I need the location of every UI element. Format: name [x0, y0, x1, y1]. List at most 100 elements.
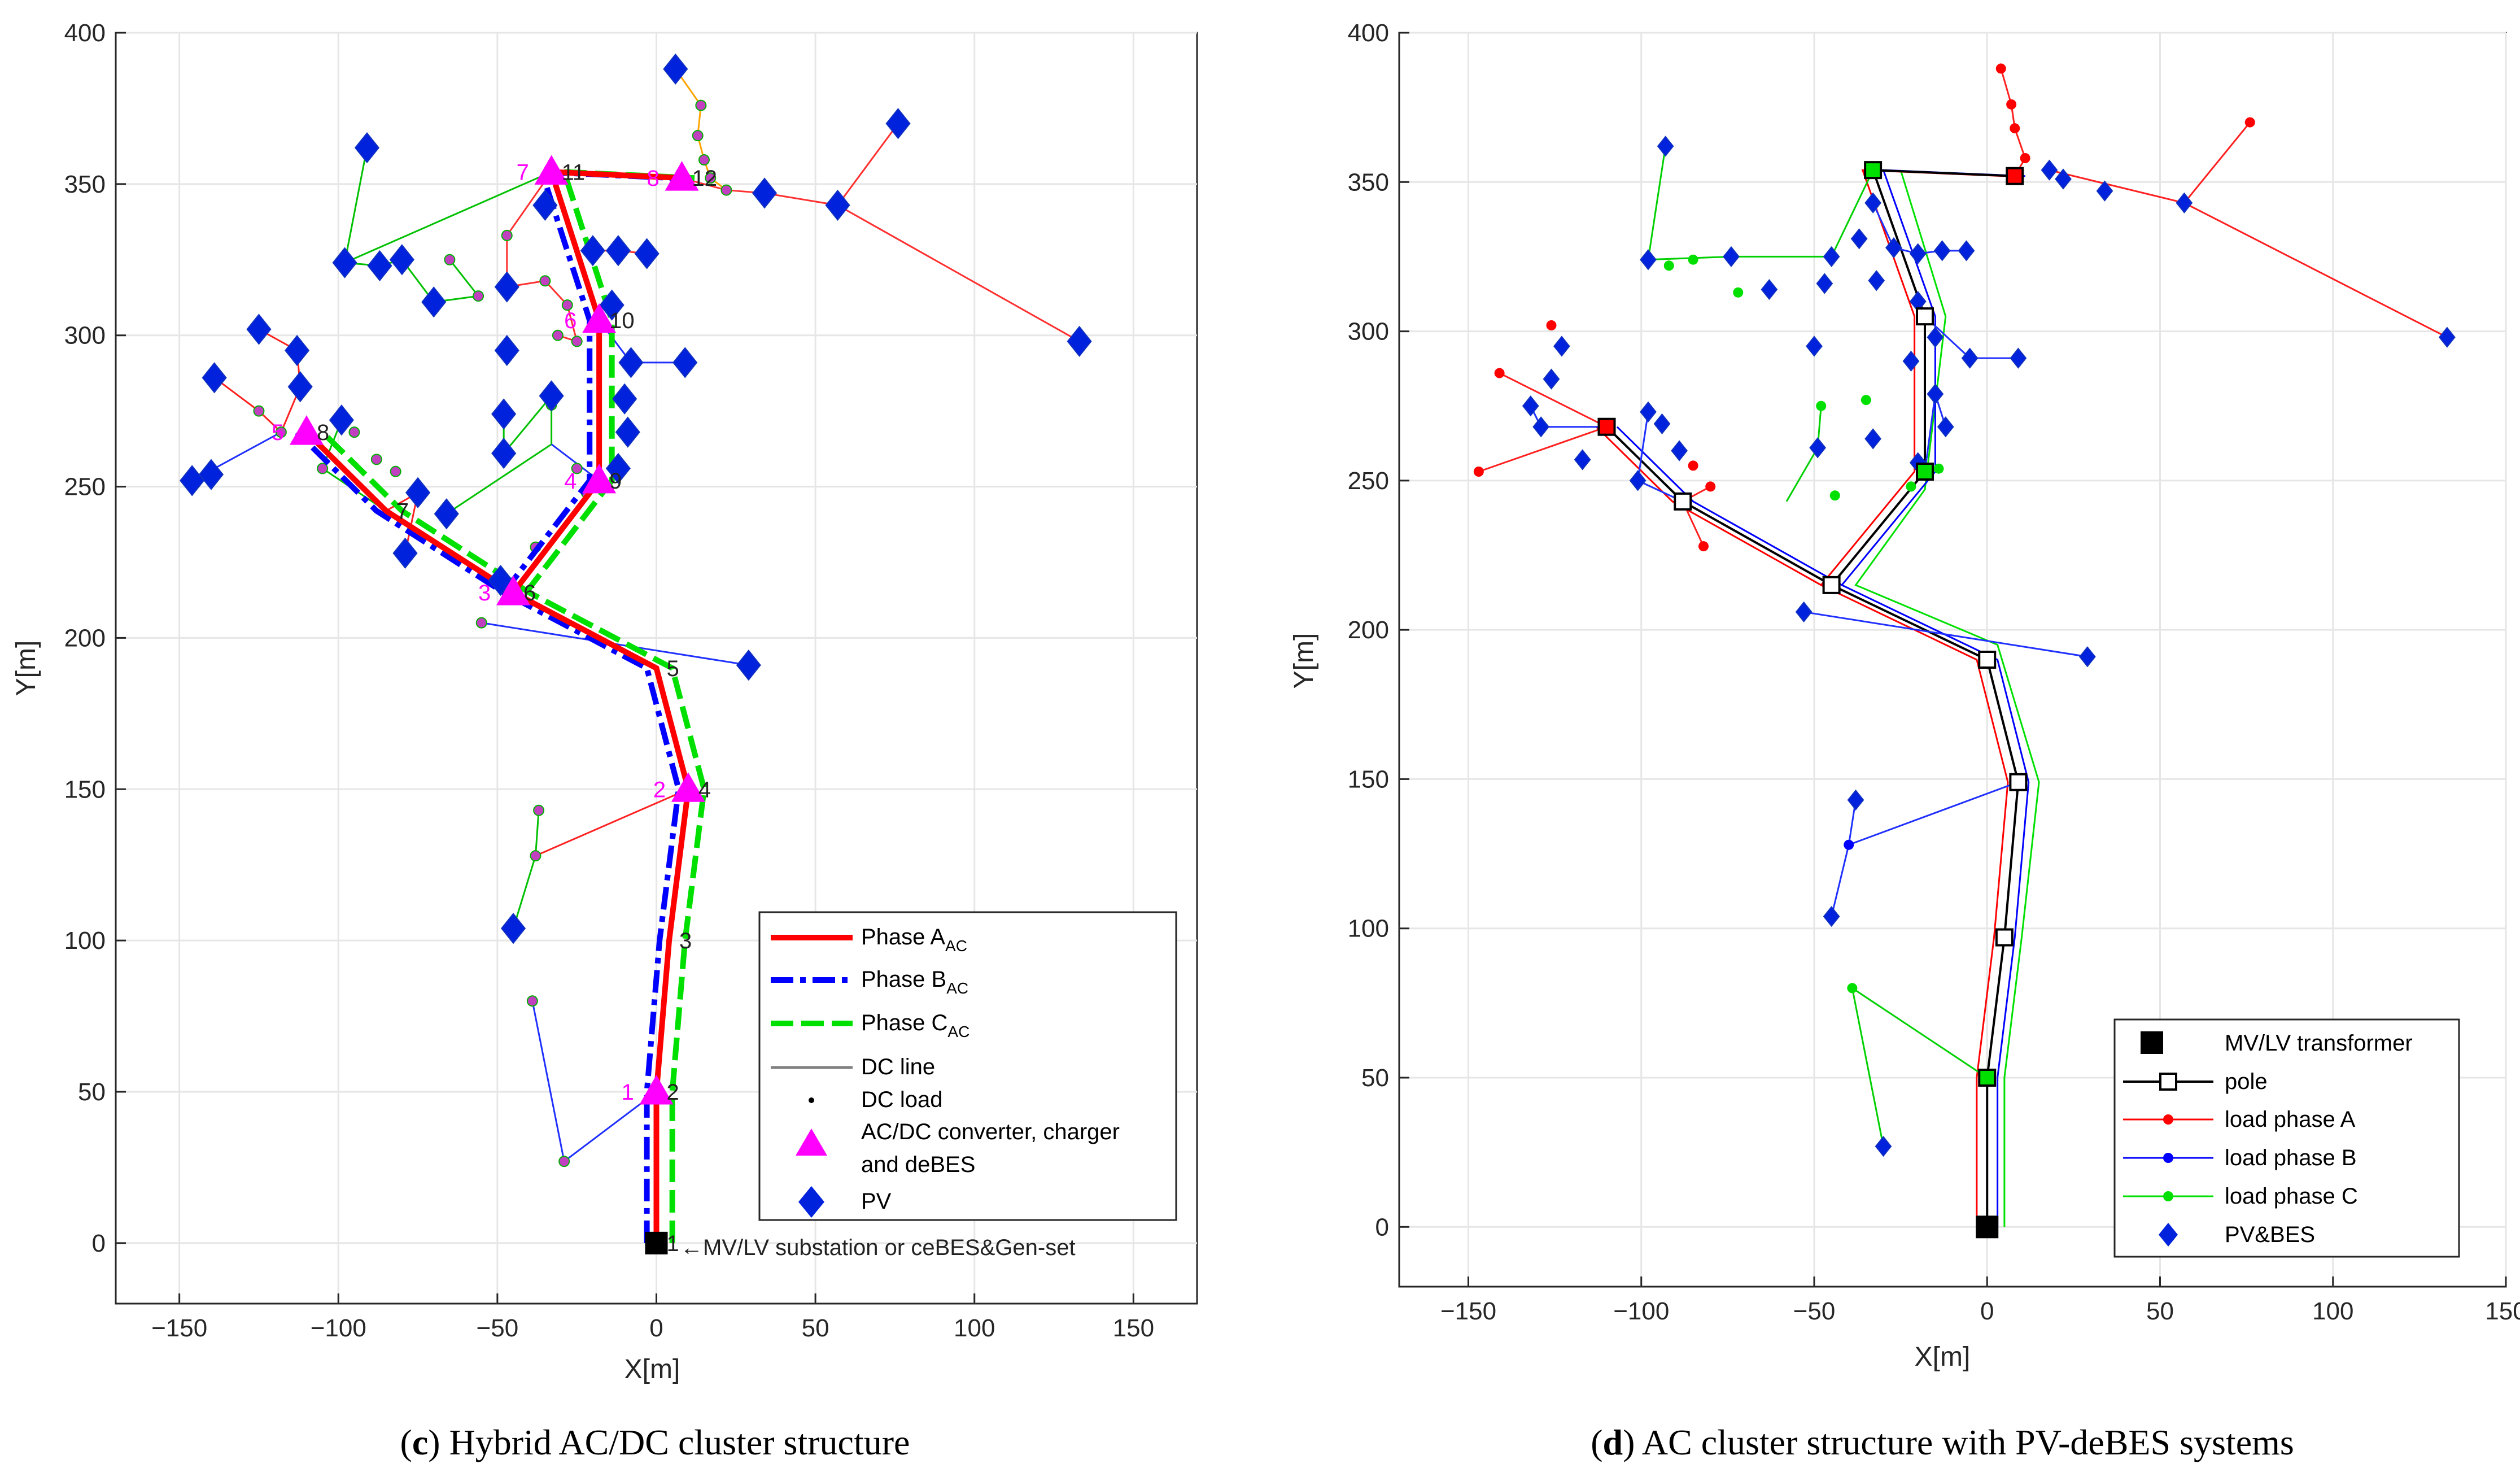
converter-marker [289, 415, 324, 445]
pvbes-marker [1927, 383, 1944, 405]
converter-label: 6 [564, 308, 577, 333]
pv-marker [494, 334, 519, 367]
pole-marker [1597, 417, 1616, 436]
pvbes-marker [1823, 905, 1840, 927]
pv-marker [405, 477, 431, 508]
legend-label-load-a: load phase A [2225, 1107, 2356, 1132]
load-a-point [2244, 117, 2255, 128]
dc-load-point [561, 299, 573, 311]
load-a-point [2010, 123, 2020, 134]
legend-label-pvbes: PV&BES [2225, 1222, 2315, 1247]
x-tick-label: 150 [2485, 1297, 2520, 1325]
load-c-point [1847, 983, 1858, 994]
y-tick-label: 200 [64, 624, 106, 652]
pv-marker [287, 371, 313, 403]
pv-marker [491, 438, 517, 469]
pvbes-marker [1875, 1135, 1892, 1157]
legend-marker-pvbes [2159, 1223, 2178, 1247]
load-link [1851, 987, 1988, 1079]
pvbes-marker [1823, 246, 1840, 268]
x-axis-label-c: X[m] [624, 1354, 680, 1384]
pvbes-marker [1816, 273, 1833, 294]
dc-load-point [530, 850, 541, 862]
legend-marker-trafo [2141, 1031, 2163, 1054]
y-tick-label: 50 [78, 1078, 106, 1106]
legend-box-d [2113, 1018, 2460, 1258]
pv-marker [284, 334, 310, 367]
legend-label-phase-c: Phase CAC [861, 1010, 969, 1040]
pvbes-marker [1927, 326, 1944, 348]
dc-load-point [348, 426, 360, 438]
node-label: 1 [667, 1231, 679, 1256]
load-c-point [1816, 400, 1827, 411]
pole-marker [1978, 1069, 1997, 1087]
load-a-point [1705, 481, 1716, 492]
phase-c-line [1854, 169, 2040, 1227]
pv-marker [612, 383, 637, 415]
x-tick-label: 100 [954, 1314, 995, 1342]
node-label: 12 [692, 166, 718, 191]
pole-marker [2006, 167, 2024, 185]
legend-label-converter-2: and deBES [861, 1152, 975, 1177]
phase-c-trunk [320, 430, 707, 1243]
pv-marker [539, 380, 564, 412]
converter-marker [582, 303, 617, 333]
pole-marker [1995, 928, 2014, 947]
tick-labels-d: −150 −100 −50 0 50 100 150 0 50 100 150 200 250 300 35… [1348, 19, 2520, 1325]
x-tick-label: −50 [477, 1314, 519, 1342]
pv-marker [580, 235, 605, 267]
pvbes-marker [1909, 243, 1927, 264]
pvbes-marker [1864, 192, 1882, 214]
panel-c: −150 −100 −50 0 50 100 15005010015020025030035… [11, 19, 1198, 1462]
pole-marker [1674, 492, 1692, 511]
pvbes-marker [1532, 416, 1550, 438]
pv-marker [885, 108, 911, 140]
legend-label-load-c: load phase C [2225, 1184, 2358, 1209]
legend-marker-pv [798, 1186, 824, 1218]
load-link [535, 788, 689, 857]
pv-marker [825, 189, 850, 221]
node-label: 2 [667, 1080, 679, 1105]
y-axis-label-c: Y[m] [11, 641, 41, 696]
legend-d: MV/LV transformer pole load phase A load… [2113, 1018, 2460, 1258]
load-c-point [1663, 260, 1674, 271]
pvbes-marker [2055, 168, 2072, 190]
load-link [1848, 781, 2019, 846]
pole-line [1606, 426, 2020, 1227]
legend-sub-b: AC [946, 979, 968, 997]
converter-label: 3 [478, 581, 491, 605]
dc-load-point [695, 99, 707, 111]
pvbes-marker [1761, 278, 1778, 300]
pvbes-marker [1958, 240, 1975, 262]
dc-load-point [705, 172, 717, 184]
legend-label-load-b: load phase B [2225, 1145, 2357, 1170]
load-link [1499, 372, 1608, 428]
x-tick-label: −100 [1613, 1297, 1669, 1325]
y-tick-label: 350 [64, 171, 106, 198]
dc-load-point [552, 329, 564, 341]
load-c-point [1933, 463, 1944, 474]
dc-load-point [444, 254, 456, 265]
y-tick-label: 0 [1375, 1213, 1389, 1241]
pv-marker [605, 452, 631, 485]
x-tick-label: −100 [311, 1314, 366, 1342]
node-label: 6 [523, 581, 536, 605]
dc-load-point [501, 229, 513, 241]
x-tick-label: 0 [649, 1314, 663, 1342]
load-link [1851, 988, 1884, 1147]
legend-marker-load-b [2163, 1153, 2173, 1163]
y-tick-label: 300 [64, 322, 106, 350]
pvbes-marker [1847, 789, 1864, 811]
dc-load-point [571, 463, 583, 474]
pvbes-marker [2078, 646, 2096, 668]
x-axis-label-d: X[m] [1915, 1342, 1971, 1372]
y-tick-label: 50 [1361, 1064, 1389, 1092]
pvbes-marker [1864, 428, 1882, 450]
pv-marker [329, 404, 354, 436]
pvbes-marker [2176, 192, 2193, 214]
x-tick-label: 150 [1113, 1314, 1154, 1342]
legend-marker-load-c [2163, 1191, 2173, 1201]
converter-marker [582, 463, 617, 494]
dc-load-point [370, 454, 382, 465]
dc-load-point [390, 465, 401, 477]
